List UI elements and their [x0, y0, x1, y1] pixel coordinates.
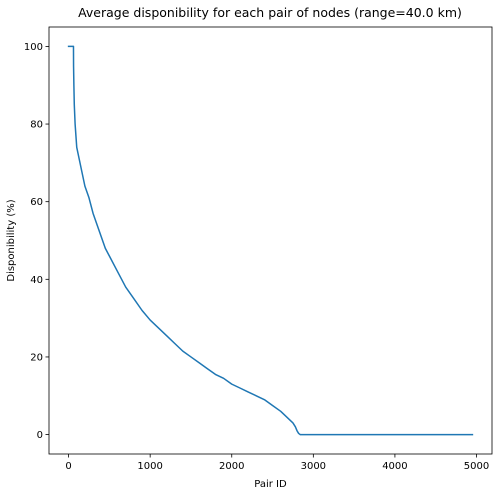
x-tick-label: 5000: [464, 461, 489, 472]
x-tick-label: 4000: [382, 461, 407, 472]
plot-area: [69, 46, 473, 434]
x-tick-label: 1000: [137, 461, 162, 472]
y-axis-ticks: 0 20 40 60 80 100: [24, 42, 49, 441]
y-tick-label: 60: [30, 197, 43, 208]
x-axis-label: Pair ID: [254, 479, 287, 490]
y-tick-label: 40: [30, 275, 43, 286]
chart-title: Average disponibility for each pair of n…: [78, 5, 462, 20]
y-tick-label: 80: [30, 120, 43, 131]
y-tick-label: 100: [24, 42, 43, 53]
axes-frame: [49, 27, 492, 454]
y-tick-label: 0: [37, 430, 43, 441]
x-tick-label: 2000: [219, 461, 244, 472]
x-tick-label: 0: [65, 461, 71, 472]
x-tick-label: 3000: [301, 461, 326, 472]
x-axis-ticks: 0 1000 2000 3000 4000 5000: [65, 454, 489, 472]
series-line: [69, 46, 473, 434]
y-axis-label: Disponibility (%): [6, 199, 17, 281]
y-tick-label: 20: [30, 352, 43, 363]
